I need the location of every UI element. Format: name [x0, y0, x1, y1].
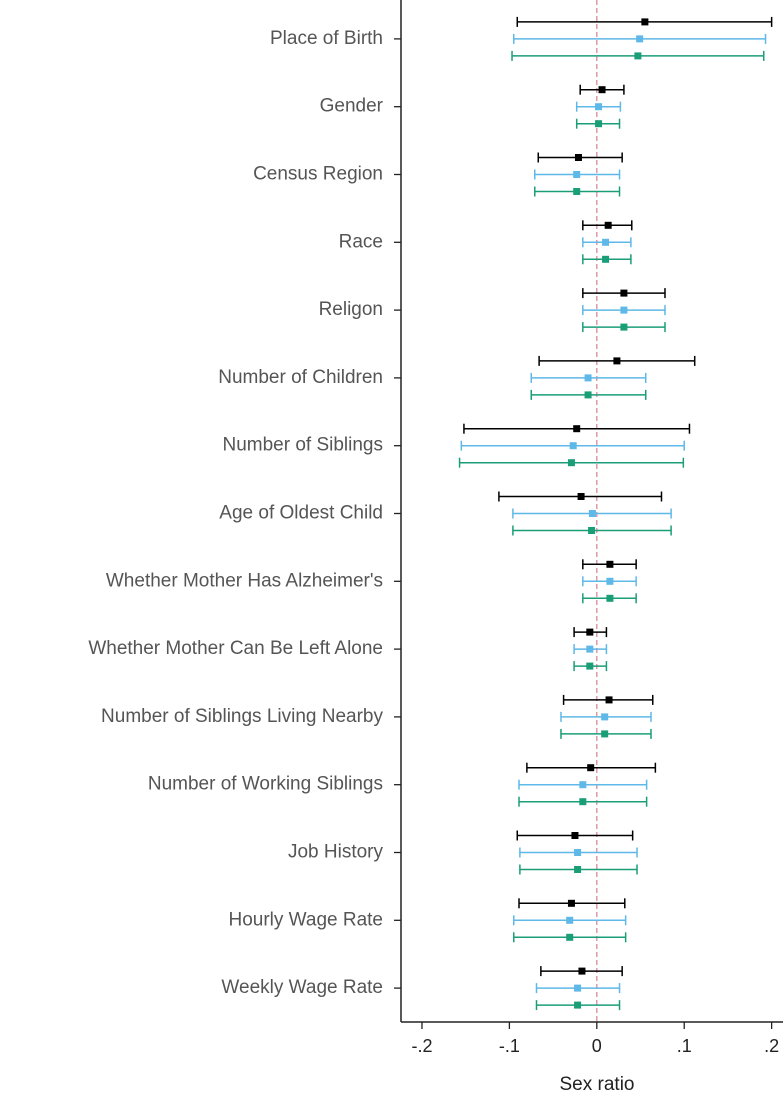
point	[587, 764, 595, 772]
point	[620, 306, 628, 314]
point	[604, 221, 612, 229]
point	[641, 18, 649, 26]
point	[569, 442, 577, 450]
point	[606, 594, 614, 602]
point	[634, 52, 642, 60]
point	[566, 933, 574, 941]
point	[574, 984, 582, 992]
point	[602, 255, 610, 263]
y-tick-label: Whether Mother Can Be Left Alone	[88, 638, 383, 659]
point	[566, 916, 574, 924]
point	[578, 967, 586, 975]
x-tick-label: -.1	[499, 1036, 520, 1056]
point	[595, 120, 603, 128]
point	[601, 730, 609, 738]
y-tick-label: Religon	[319, 299, 383, 320]
y-tick-label: Place of Birth	[270, 28, 383, 49]
x-tick-label: -.2	[411, 1036, 432, 1056]
x-axis-title: Sex ratio	[560, 1074, 635, 1095]
point	[579, 781, 587, 789]
point	[586, 662, 594, 670]
point	[577, 493, 585, 500]
point	[574, 154, 582, 161]
point	[620, 289, 628, 297]
y-tick-label: Census Region	[253, 164, 383, 185]
point	[571, 832, 579, 839]
point	[579, 798, 587, 806]
point	[605, 696, 613, 704]
point	[601, 713, 609, 721]
point	[567, 899, 575, 907]
y-tick-label: Gender	[320, 96, 384, 117]
point	[613, 357, 621, 365]
point	[567, 459, 575, 467]
point	[598, 86, 606, 94]
point	[595, 103, 603, 111]
x-tick-label: .2	[764, 1036, 779, 1056]
point	[602, 238, 610, 246]
point	[606, 577, 614, 585]
point	[584, 374, 592, 382]
y-tick-label: Hourly Wage Rate	[228, 909, 383, 930]
point	[574, 849, 582, 856]
x-tick-label: .1	[677, 1036, 692, 1056]
point	[573, 425, 581, 433]
y-tick-label: Number of Working Siblings	[148, 774, 383, 795]
point	[606, 560, 614, 568]
point	[574, 1001, 582, 1009]
y-tick-label: Whether Mother Has Alzheimer's	[106, 570, 383, 591]
point	[573, 171, 581, 178]
point	[586, 628, 594, 636]
y-tick-label: Job History	[288, 842, 384, 863]
point	[586, 645, 594, 653]
y-tick-label: Number of Children	[218, 367, 383, 388]
point	[588, 510, 596, 517]
point	[588, 527, 596, 534]
y-tick-label: Race	[339, 231, 383, 252]
point	[584, 391, 592, 399]
x-tick-label: 0	[592, 1036, 602, 1056]
point	[636, 35, 644, 43]
y-tick-label: Number of Siblings	[222, 435, 383, 456]
point	[573, 188, 581, 195]
y-tick-label: Age of Oldest Child	[219, 503, 383, 524]
point	[574, 866, 582, 873]
y-tick-label: Weekly Wage Rate	[221, 977, 383, 998]
y-tick-label: Number of Siblings Living Nearby	[101, 706, 383, 727]
point	[620, 323, 628, 331]
